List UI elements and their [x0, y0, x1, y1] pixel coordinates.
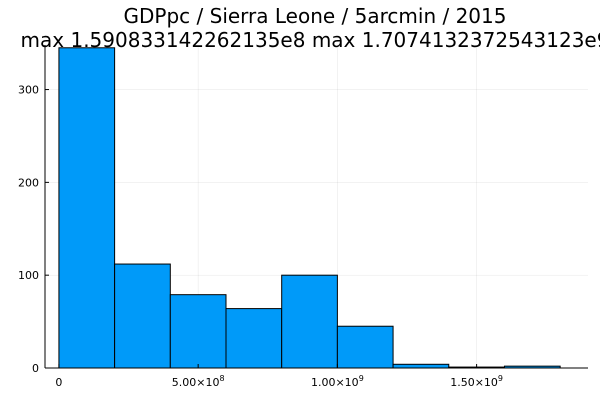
- histogram-bar-4: [281, 274, 338, 369]
- y-tick-label-1: 100: [18, 269, 39, 282]
- histogram-bar-2: [169, 294, 227, 369]
- y-tick-label-3: 300: [18, 84, 39, 97]
- y-tick-label-2: 200: [18, 176, 39, 189]
- axes: [44, 45, 588, 369]
- x-tick-label-0: 0: [55, 376, 62, 389]
- y-tick-labels: 0 100 200 300: [18, 84, 39, 375]
- histogram-bars: [58, 47, 561, 369]
- histogram-bar-6: [392, 363, 450, 369]
- x-tick-exponent-2: 9: [359, 374, 364, 383]
- histogram-bar-5: [336, 325, 394, 369]
- y-tick-label-0: 0: [32, 362, 39, 375]
- histogram-bar-1: [114, 263, 171, 369]
- x-tick-exponent-3: 9: [498, 374, 503, 383]
- histogram-bar-0: [58, 47, 116, 369]
- x-tick-label-2: 1.00×109: [311, 374, 364, 389]
- histogram-bar-3: [225, 308, 283, 369]
- chart-subtitle: max 1.590833142262135e8 max 1.7074132372…: [21, 28, 600, 52]
- x-tick-exponent-1: 8: [219, 374, 224, 383]
- x-tick-label-1: 5.00×108: [172, 374, 225, 389]
- x-tick-labels: 0 5.00×108 1.00×109 1.50×109: [55, 374, 503, 389]
- x-tick-label-3: 1.50×109: [450, 374, 503, 389]
- chart-title: GDPpc / Sierra Leone / 5arcmin / 2015: [124, 4, 507, 28]
